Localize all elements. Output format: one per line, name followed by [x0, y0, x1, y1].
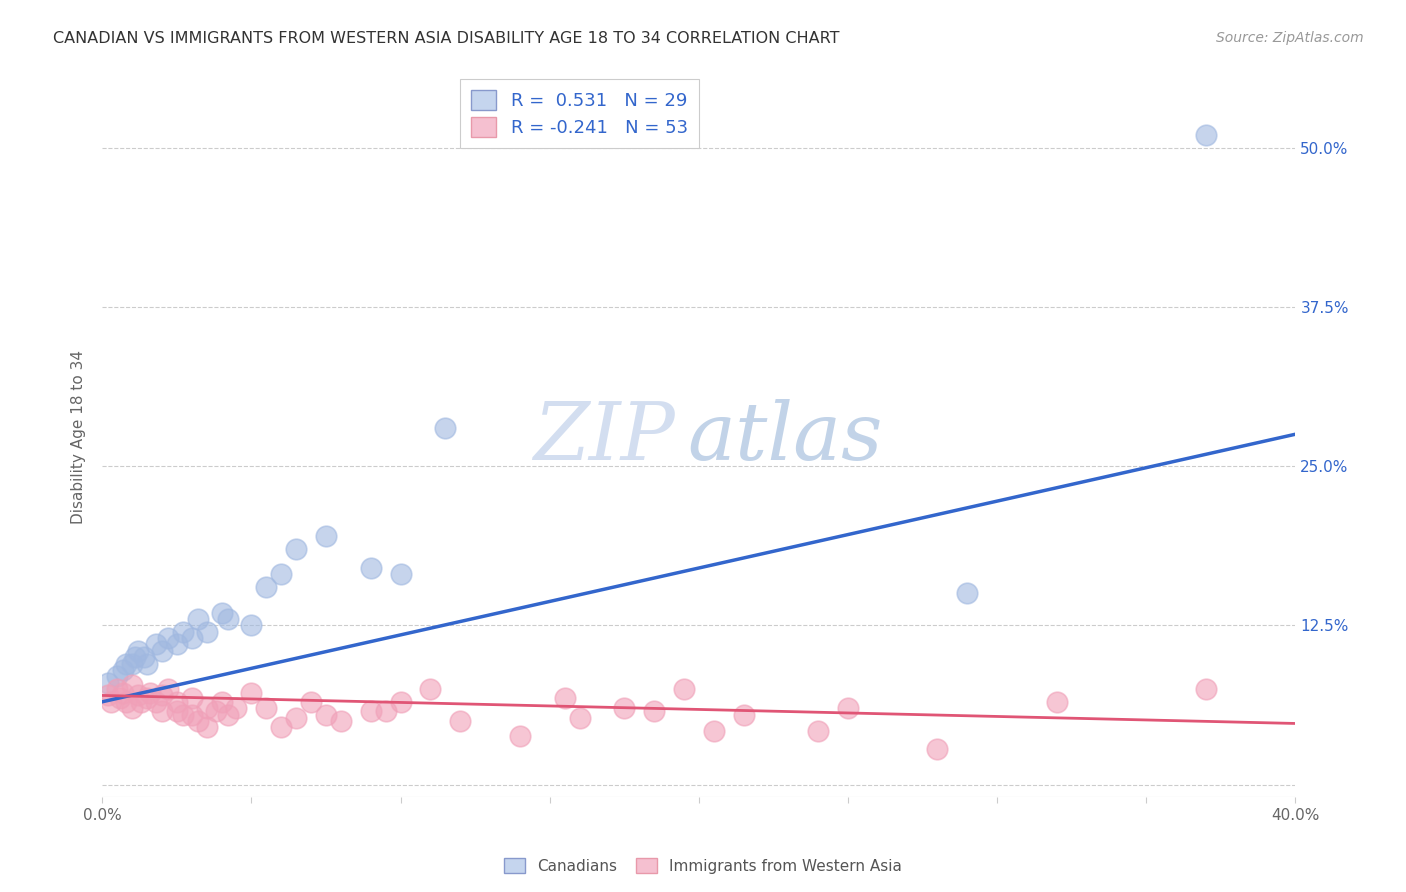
Point [121, 657, 143, 671]
Point [703, 724, 725, 739]
Point [115, 657, 138, 671]
Point [156, 681, 179, 696]
Point [329, 714, 352, 728]
Point [211, 695, 233, 709]
Point [127, 644, 149, 658]
Point [285, 541, 308, 556]
Point [733, 707, 755, 722]
Point [195, 624, 218, 639]
Text: atlas: atlas [688, 399, 883, 476]
Point [180, 690, 202, 705]
Point [172, 624, 194, 639]
Point [187, 612, 209, 626]
Point [121, 678, 143, 692]
Point [195, 701, 218, 715]
Point [807, 724, 830, 739]
Point [180, 631, 202, 645]
Point [115, 695, 138, 709]
Point [554, 690, 576, 705]
Point [315, 529, 337, 543]
Point [360, 561, 382, 575]
Legend: Canadians, Immigrants from Western Asia: Canadians, Immigrants from Western Asia [498, 852, 908, 880]
Point [150, 689, 173, 703]
Point [254, 580, 277, 594]
Text: ZIP: ZIP [533, 399, 675, 476]
Point [643, 704, 665, 718]
Point [254, 701, 277, 715]
Point [150, 644, 173, 658]
Point [1046, 695, 1069, 709]
Point [315, 707, 337, 722]
Text: Source: ZipAtlas.com: Source: ZipAtlas.com [1216, 31, 1364, 45]
Point [166, 704, 188, 718]
Point [240, 618, 263, 632]
Point [129, 695, 152, 709]
Point [449, 714, 471, 728]
Point [568, 711, 591, 725]
Point [240, 686, 263, 700]
Point [927, 742, 949, 756]
Point [270, 720, 292, 734]
Y-axis label: Disability Age 18 to 34: Disability Age 18 to 34 [72, 351, 86, 524]
Point [956, 586, 979, 600]
Point [136, 657, 159, 671]
Point [180, 707, 202, 722]
Point [672, 681, 695, 696]
Point [285, 711, 308, 725]
Point [1195, 128, 1218, 142]
Point [97, 675, 120, 690]
Point [127, 689, 149, 703]
Point [166, 695, 188, 709]
Point [434, 421, 457, 435]
Point [360, 704, 382, 718]
Point [389, 695, 412, 709]
Point [166, 637, 188, 651]
Point [124, 650, 146, 665]
Point [139, 686, 162, 700]
Point [112, 663, 135, 677]
Point [299, 695, 322, 709]
Point [105, 669, 128, 683]
Point [195, 720, 218, 734]
Point [108, 690, 131, 705]
Point [270, 567, 292, 582]
Point [217, 612, 239, 626]
Point [145, 637, 167, 651]
Point [150, 704, 173, 718]
Point [419, 681, 441, 696]
Point [156, 631, 179, 645]
Point [1195, 681, 1218, 696]
Legend: R =  0.531   N = 29, R = -0.241   N = 53: R = 0.531 N = 29, R = -0.241 N = 53 [460, 79, 699, 148]
Point [217, 707, 239, 722]
Point [132, 650, 155, 665]
Point [105, 681, 128, 696]
Text: CANADIAN VS IMMIGRANTS FROM WESTERN ASIA DISABILITY AGE 18 TO 34 CORRELATION CHA: CANADIAN VS IMMIGRANTS FROM WESTERN ASIA… [53, 31, 839, 46]
Point [211, 606, 233, 620]
Point [509, 729, 531, 743]
Point [172, 707, 194, 722]
Point [97, 689, 120, 703]
Point [613, 701, 636, 715]
Point [187, 714, 209, 728]
Point [837, 701, 859, 715]
Point [112, 686, 135, 700]
Point [100, 695, 122, 709]
Point [121, 701, 143, 715]
Point [204, 704, 226, 718]
Point [145, 695, 167, 709]
Point [374, 704, 396, 718]
Point [389, 567, 412, 582]
Point [225, 701, 247, 715]
Point [136, 690, 159, 705]
